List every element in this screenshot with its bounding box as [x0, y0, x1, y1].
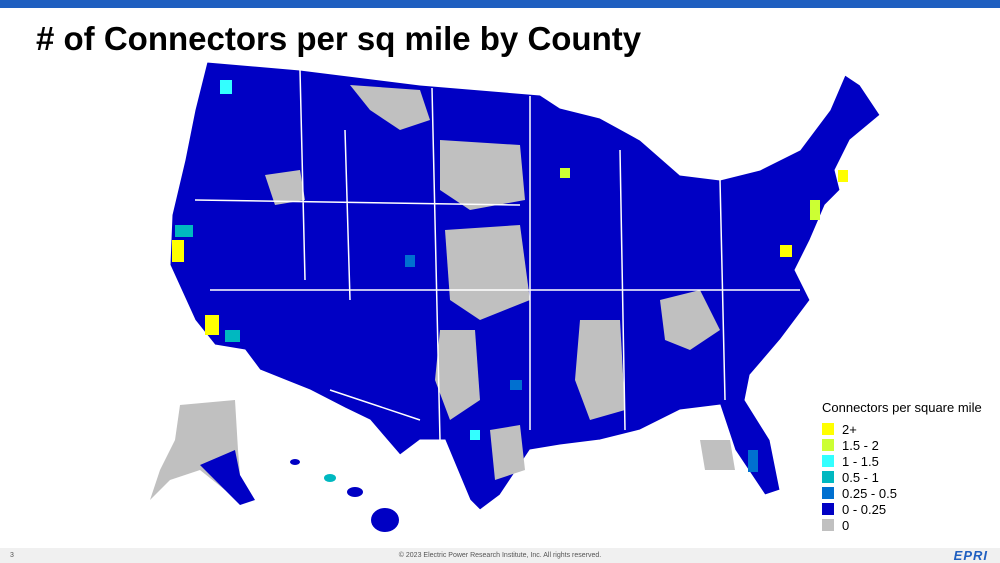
gray-area — [700, 440, 735, 470]
gray-area — [660, 290, 720, 350]
hotspot — [810, 200, 820, 220]
island — [290, 459, 300, 465]
legend-swatch — [822, 487, 834, 499]
legend-item: 1.5 - 2 — [822, 437, 982, 453]
legend-title: Connectors per square mile — [822, 400, 982, 415]
legend-swatch — [822, 423, 834, 435]
hotspot — [470, 430, 480, 440]
slide-title: # of Connectors per sq mile by County — [36, 20, 642, 57]
legend-swatch — [822, 519, 834, 531]
legend-label: 0 — [842, 517, 850, 533]
island — [371, 508, 399, 532]
legend-label: 2+ — [842, 421, 857, 437]
legend-label: 0 - 0.25 — [842, 501, 887, 517]
gray-area — [440, 140, 525, 210]
hotspot — [220, 80, 232, 94]
hawaii — [290, 459, 399, 532]
legend-item: 0 — [822, 517, 982, 533]
page-number: 3 — [10, 552, 14, 559]
top-bar — [0, 0, 1000, 8]
legend-label: 1.5 - 2 — [842, 437, 879, 453]
legend-label: 0.25 - 0.5 — [842, 485, 897, 501]
gray-area — [265, 170, 305, 205]
legend-item: 0.5 - 1 — [822, 469, 982, 485]
legend-swatch — [822, 471, 834, 483]
legend-item: 2+ — [822, 421, 982, 437]
alaska-southeast — [200, 450, 255, 505]
hotspot — [560, 168, 570, 178]
island — [324, 474, 336, 482]
footer: 3 © 2023 Electric Power Research Institu… — [0, 548, 1000, 563]
legend-swatch — [822, 455, 834, 467]
gray-area — [350, 85, 430, 130]
legend-label: 1 - 1.5 — [842, 453, 879, 469]
hotspot — [225, 330, 240, 342]
hotspot — [175, 225, 193, 237]
zero-counties — [265, 85, 735, 480]
island — [347, 487, 363, 497]
legend-swatch — [822, 439, 834, 451]
legend-label: 0.5 - 1 — [842, 469, 879, 485]
gray-area — [490, 425, 525, 480]
copyright: © 2023 Electric Power Research Institute… — [398, 552, 602, 559]
hotspot — [205, 315, 219, 335]
logo: EPRI — [953, 548, 988, 563]
gray-area — [575, 320, 625, 420]
gray-area — [445, 225, 530, 320]
high-density — [172, 80, 848, 472]
legend-item: 0 - 0.25 — [822, 501, 982, 517]
hotspot — [748, 450, 758, 472]
hotspot — [510, 380, 522, 390]
us-map — [150, 61, 881, 532]
legend-item: 0.25 - 0.5 — [822, 485, 982, 501]
state-borders — [194, 69, 800, 441]
hotspot — [838, 170, 848, 182]
gray-area — [435, 330, 480, 420]
legend-item: 1 - 1.5 — [822, 453, 982, 469]
hotspot — [780, 245, 792, 257]
hotspot — [405, 255, 415, 267]
legend-swatch — [822, 503, 834, 515]
hotspot — [172, 240, 184, 262]
